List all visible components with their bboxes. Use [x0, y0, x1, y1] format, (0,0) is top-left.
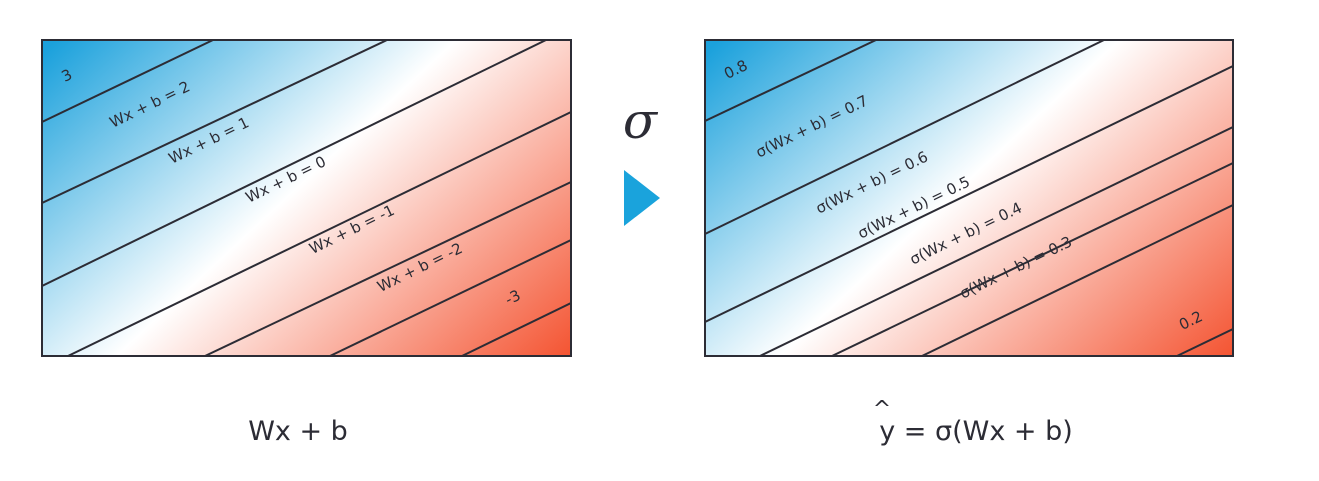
- right-contour-line: [705, 65, 1233, 323]
- right-contour-line: [831, 162, 1233, 356]
- arrow-right-icon: [624, 170, 660, 226]
- left-contour-lines: [42, 40, 571, 356]
- y-hat-caret: ^: [873, 397, 891, 422]
- left-caption: Wx + b: [248, 416, 348, 447]
- right-contour-lines: [705, 40, 1233, 356]
- right-contour-line: [705, 40, 1105, 235]
- right-contour-line: [759, 126, 1233, 356]
- left-gradient-fill: [42, 40, 571, 356]
- right-gradient-fill: [705, 40, 1233, 356]
- left-contour-line: [204, 181, 571, 356]
- left-contour-line: [42, 40, 214, 123]
- right-contour-line: [1176, 328, 1233, 356]
- left-corner-bottom-label: -3: [502, 286, 523, 309]
- right-contour-line: [921, 204, 1233, 356]
- right-contour-line: [705, 40, 877, 122]
- left-panel-border: [41, 39, 572, 357]
- sigma-symbol: σ: [623, 92, 659, 150]
- left-contour-line: [42, 40, 388, 204]
- left-contour-line: [42, 40, 547, 287]
- right-panel: 0.8 σ(Wx + b) = 0.7 σ(Wx + b) = 0.6 σ(Wx…: [704, 39, 1234, 357]
- left-contour-line: [67, 111, 571, 356]
- left-panel: 3 Wx + b = 2 Wx + b = 1 Wx + b = 0 Wx + …: [41, 39, 572, 357]
- right-caption: y = σ(Wx + b): [879, 416, 1073, 447]
- left-contour-line: [329, 239, 571, 356]
- left-contour-line: [461, 302, 571, 356]
- right-panel-border: [704, 39, 1234, 357]
